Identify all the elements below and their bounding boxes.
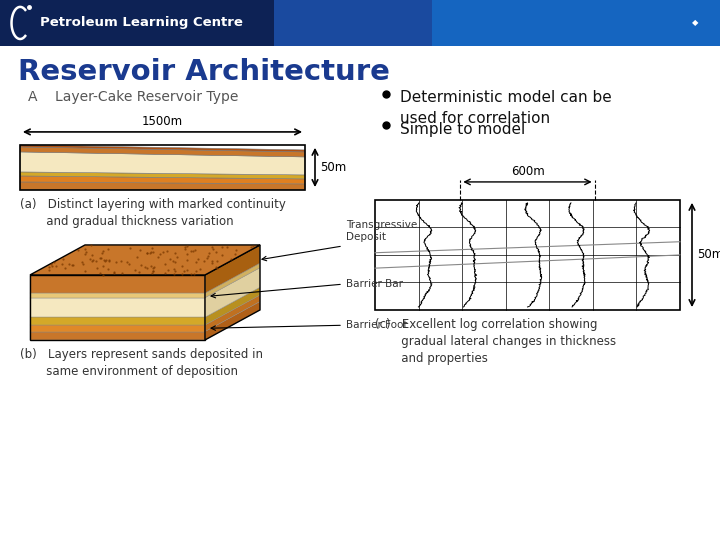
Text: Simple to model: Simple to model bbox=[400, 122, 526, 137]
Bar bbox=[20, 145, 305, 190]
Bar bbox=[0, 0, 396, 46]
Bar bbox=[274, 0, 432, 46]
Polygon shape bbox=[205, 295, 260, 332]
Polygon shape bbox=[20, 172, 305, 179]
Polygon shape bbox=[20, 147, 305, 157]
Polygon shape bbox=[205, 268, 260, 317]
Bar bbox=[375, 200, 680, 310]
Polygon shape bbox=[30, 245, 260, 275]
Polygon shape bbox=[20, 152, 305, 175]
Text: Petroleum Learning Centre: Petroleum Learning Centre bbox=[40, 16, 243, 30]
Text: A    Layer-Cake Reservoir Type: A Layer-Cake Reservoir Type bbox=[28, 90, 238, 104]
Polygon shape bbox=[205, 263, 260, 298]
Polygon shape bbox=[30, 293, 205, 298]
Polygon shape bbox=[30, 317, 205, 325]
Text: 50m: 50m bbox=[320, 161, 346, 174]
Text: ◆: ◆ bbox=[691, 18, 698, 28]
Text: Reservoir Architecture: Reservoir Architecture bbox=[18, 58, 390, 86]
Polygon shape bbox=[20, 182, 305, 190]
Text: Barrier Foot: Barrier Foot bbox=[346, 320, 408, 330]
Text: (b)   Layers represent sands deposited in
       same environment of deposition: (b) Layers represent sands deposited in … bbox=[20, 348, 263, 378]
Polygon shape bbox=[30, 332, 205, 340]
Text: Deterministic model can be
used for correlation: Deterministic model can be used for corr… bbox=[400, 90, 612, 126]
Text: (a)   Distinct layering with marked continuity
       and gradual thickness vari: (a) Distinct layering with marked contin… bbox=[20, 198, 286, 228]
Polygon shape bbox=[20, 176, 305, 184]
Bar bbox=[396, 0, 720, 46]
Text: 600m: 600m bbox=[510, 165, 544, 178]
Text: 1500m: 1500m bbox=[141, 115, 183, 128]
Polygon shape bbox=[205, 287, 260, 325]
Polygon shape bbox=[20, 145, 305, 152]
Polygon shape bbox=[205, 245, 260, 293]
Text: 50m: 50m bbox=[697, 248, 720, 261]
Polygon shape bbox=[30, 298, 205, 317]
Text: Transgressive
Deposit: Transgressive Deposit bbox=[346, 220, 418, 242]
Polygon shape bbox=[30, 275, 205, 293]
Polygon shape bbox=[205, 301, 260, 340]
Text: (c)   Excellent log correlation showing
       gradual lateral changes in thickn: (c) Excellent log correlation showing gr… bbox=[375, 318, 616, 365]
Polygon shape bbox=[30, 325, 205, 332]
Text: Barrier Bar: Barrier Bar bbox=[346, 279, 403, 289]
